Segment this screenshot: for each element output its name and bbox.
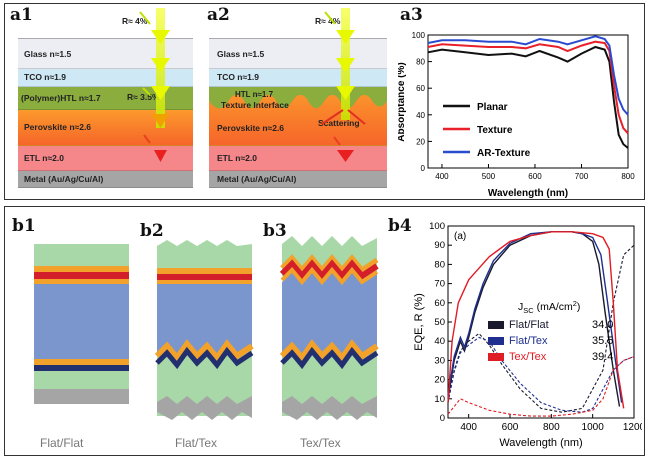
x-axis-label: Wavelength (nm) <box>488 188 568 199</box>
metal-layer: Metal (Au/Ag/Cu/Al) <box>18 171 193 188</box>
series-line-planar <box>427 45 629 149</box>
reflectance-line-tex-tex <box>447 356 635 417</box>
panel-b <box>4 206 645 456</box>
perovskite-label: Perovskite n≈2.6 <box>24 122 92 132</box>
legend-label: Planar <box>477 102 508 113</box>
legend-jsc-value: 35.5 <box>592 335 613 347</box>
htl-layer: (Polymer)HTL n≈1.7 <box>18 87 193 110</box>
b1-flat-flat-device <box>34 244 129 404</box>
label-b3: b3 <box>263 221 287 241</box>
a2-texture-interface-label: Texture Interface <box>221 100 289 110</box>
label-b4: b4 <box>388 216 412 236</box>
caption-tex-tex: Tex/Tex <box>300 436 341 450</box>
panel-a <box>4 3 645 200</box>
legend-label: Texture <box>477 125 513 136</box>
label-b1: b1 <box>12 216 36 236</box>
panel-annotation: (a) <box>454 231 466 242</box>
y-tick-label: 10 <box>434 394 445 405</box>
legend-title: JSC (mA/cm2) <box>518 299 580 315</box>
absorptance-chart: 400 500 600 700 800 0 20 40 60 80 100 Planar Textur… <box>398 31 635 199</box>
y-tick-label: 90 <box>434 240 445 251</box>
etl-layer: ETL n≈2.0 <box>209 146 387 171</box>
legend-label: Tex/Tex <box>509 351 547 363</box>
x-tick-label: 1000 <box>582 422 605 433</box>
a1-reflection-label: R≈ 4% <box>122 16 148 26</box>
a2-incident-ray <box>336 8 355 162</box>
y-tick-label: 0 <box>440 413 445 424</box>
series-line-texture <box>427 40 629 135</box>
metal-label: Metal (Au/Ag/Cu/Al) <box>217 174 297 184</box>
tco-label: TCO n≈1.9 <box>24 72 66 82</box>
etl-label: ETL n≈2.0 <box>24 153 64 163</box>
x-tick-label: 600 <box>502 422 519 433</box>
device-structure-diagrams <box>34 236 379 420</box>
metal-layer: Metal (Au/Ag/Cu/Al) <box>209 171 387 188</box>
y-tick-label: 70 <box>434 279 445 290</box>
glass-layer: Glass n≈1.5 <box>209 38 387 69</box>
glass-label: Glass n≈1.5 <box>217 49 265 59</box>
y-tick-label: 40 <box>434 336 445 347</box>
a2-reflection-label: R≈ 4% <box>315 16 341 26</box>
reflectance-line-flat-flat <box>447 244 635 413</box>
label-a1: a1 <box>10 5 33 25</box>
b2-flat-tex-device <box>154 240 254 420</box>
legend-label: Flat/Flat <box>509 319 549 331</box>
x-tick-label: 800 <box>621 172 635 181</box>
legend-swatch <box>488 337 504 345</box>
eqe-line-tex-tex <box>447 231 625 409</box>
legend-label: AR-Texture <box>477 148 531 159</box>
y-tick-label: 20 <box>434 375 445 386</box>
legend-jsc-value: 39.4 <box>592 351 613 363</box>
b3-tex-tex-device <box>279 236 379 420</box>
y-tick-label: 80 <box>434 259 445 270</box>
y-tick-label: 100 <box>412 31 426 40</box>
x-axis-label: Wavelength (nm) <box>499 437 582 449</box>
caption-flat-tex: Flat/Tex <box>175 436 218 450</box>
reflectance-line-flat-tex <box>447 336 635 413</box>
x-tick-label: 600 <box>528 172 542 181</box>
x-tick-label: 400 <box>435 172 449 181</box>
label-a3: a3 <box>400 5 423 25</box>
glass-label: Glass n≈1.5 <box>24 49 72 59</box>
a2-light-rays <box>321 8 366 162</box>
plot-area <box>427 34 629 169</box>
a2-scattering-label: Scattering <box>318 118 360 128</box>
legend-jsc-value: 34.0 <box>592 319 613 331</box>
eqe-chart: 400600800100012000102030405060708090100 … <box>413 221 642 449</box>
y-tick-label: 30 <box>434 355 445 366</box>
legend-swatch <box>488 353 504 361</box>
series-line-ar-texture <box>427 35 629 116</box>
a2-htl-label: HTL n≈1.7 <box>235 90 274 99</box>
y-tick-label: 60 <box>416 84 425 93</box>
etl-label: ETL n≈2.0 <box>217 153 257 163</box>
a1-incident-ray <box>151 8 170 162</box>
legend-swatch <box>488 321 504 329</box>
y-axis-label: Absorptance (%) <box>398 62 407 141</box>
y-tick-label: 50 <box>434 317 445 328</box>
y-tick-label: 60 <box>434 298 445 309</box>
y-tick-label: 100 <box>429 221 445 232</box>
label-a2: a2 <box>207 5 230 25</box>
y-tick-label: 20 <box>416 137 425 146</box>
x-tick-label: 500 <box>482 172 496 181</box>
a1-htl-reflection-label: R≈ 3.5% <box>127 92 160 102</box>
legend-label: Flat/Tex <box>509 335 548 347</box>
caption-flat-flat: Flat/Flat <box>40 436 84 450</box>
y-tick-label: 0 <box>421 164 426 173</box>
x-tick-label: 800 <box>543 422 560 433</box>
tco-layer: TCO n≈1.9 <box>18 69 193 87</box>
label-b2: b2 <box>140 221 164 241</box>
perovskite-label: Perovskite n≈2.6 <box>217 123 285 133</box>
metal-label: Metal (Au/Ag/Cu/Al) <box>24 174 104 184</box>
x-tick-label: 700 <box>575 172 589 181</box>
y-tick-label: 80 <box>416 58 425 67</box>
y-axis-label: EQE, R (%) <box>413 293 425 350</box>
y-tick-label: 40 <box>416 111 425 120</box>
tco-label: TCO n≈1.9 <box>217 72 259 82</box>
htl-label: (Polymer)HTL n≈1.7 <box>21 93 101 103</box>
a1-light-rays <box>139 8 170 162</box>
x-tick-label: 400 <box>460 422 477 433</box>
